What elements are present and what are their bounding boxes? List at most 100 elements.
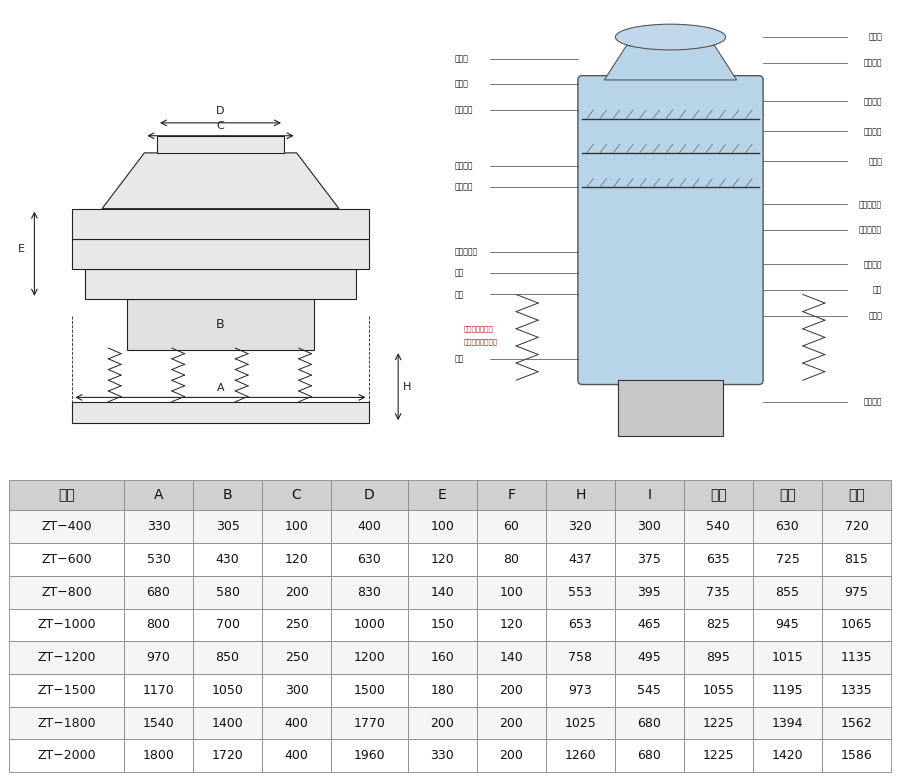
Text: 465: 465 [637,619,662,632]
Text: 545: 545 [637,684,662,697]
Bar [822,674,891,707]
Text: 150: 150 [430,619,454,632]
Text: 720: 720 [844,520,868,534]
Text: 1586: 1586 [841,750,872,762]
Text: 上部重锄: 上部重锄 [864,260,882,269]
Bar [331,641,408,674]
Text: 二层: 二层 [779,488,796,502]
Bar [9,608,124,641]
Text: 200: 200 [284,586,309,599]
Bar [822,641,891,674]
Text: 630: 630 [776,520,799,534]
Bar [615,674,684,707]
Bar [262,674,331,707]
Text: 筛网法兰: 筛网法兰 [864,127,882,136]
Bar [822,608,891,641]
Text: 1770: 1770 [354,717,385,729]
Text: 758: 758 [569,651,592,665]
Bar [9,543,124,576]
Text: ZT−600: ZT−600 [41,553,92,566]
Bar [408,641,477,674]
Text: 1225: 1225 [703,717,734,729]
Bar [9,510,124,543]
Bar [753,480,822,510]
Bar [331,608,408,641]
Bar [617,381,724,436]
Text: 400: 400 [357,520,382,534]
Text: 680: 680 [147,586,170,599]
Text: 635: 635 [706,553,730,566]
Bar [408,510,477,543]
Text: 中部框架: 中部框架 [454,161,472,170]
Text: 试机时去掉！！！: 试机时去掉！！！ [464,339,497,345]
Bar [753,576,822,608]
Text: 80: 80 [503,553,519,566]
Text: 800: 800 [147,619,171,632]
Text: 1135: 1135 [841,651,872,665]
Text: 320: 320 [569,520,592,534]
Bar [72,402,369,423]
Text: 1800: 1800 [142,750,175,762]
Text: 250: 250 [284,651,309,665]
Text: 200: 200 [500,717,523,729]
Text: E: E [18,244,25,254]
Text: 330: 330 [430,750,454,762]
Text: 1720: 1720 [212,750,244,762]
Text: B: B [223,488,232,502]
Text: C: C [292,488,302,502]
Bar [477,707,546,739]
Text: 1400: 1400 [212,717,244,729]
Text: B: B [216,318,225,331]
Bar [615,576,684,608]
Bar [262,543,331,576]
Bar [822,739,891,772]
Ellipse shape [616,24,725,50]
Text: 680: 680 [637,717,662,729]
Text: 540: 540 [706,520,731,534]
Text: 1170: 1170 [143,684,175,697]
Bar [477,674,546,707]
Bar [615,641,684,674]
Bar [124,608,194,641]
Text: H: H [402,381,410,392]
Text: 1394: 1394 [771,717,803,729]
Bar [9,739,124,772]
Bar [615,510,684,543]
Text: 120: 120 [500,619,523,632]
Text: A: A [217,383,224,393]
Bar [331,674,408,707]
Text: 线外重锄板: 线外重锄板 [860,225,882,235]
Text: 底部框架: 底部框架 [454,183,472,192]
Text: 495: 495 [637,651,662,665]
Bar [262,480,331,510]
Bar [124,739,194,772]
Bar [822,510,891,543]
Bar [262,707,331,739]
Text: 电动机: 电动机 [868,311,882,321]
Text: 1050: 1050 [212,684,244,697]
Text: 855: 855 [776,586,799,599]
Bar [194,608,262,641]
Bar [124,480,194,510]
Text: 防尘盖: 防尘盖 [454,54,468,63]
Text: 700: 700 [216,619,239,632]
Bar [477,576,546,608]
Text: 200: 200 [430,717,454,729]
Bar [546,608,615,641]
Bar [546,641,615,674]
Text: 945: 945 [776,619,799,632]
Text: 1025: 1025 [564,717,597,729]
Text: 运输用固定螺栓: 运输用固定螺栓 [464,325,493,332]
Text: 400: 400 [284,750,309,762]
Text: F: F [508,488,516,502]
Text: 辅助筛网: 辅助筛网 [864,58,882,67]
Polygon shape [102,153,339,208]
Bar [477,543,546,576]
Text: 60: 60 [503,520,519,534]
Bar [194,641,262,674]
Text: 250: 250 [284,619,309,632]
Bar [477,641,546,674]
Bar [546,576,615,608]
Text: 底座: 底座 [454,354,464,363]
Bar [684,707,753,739]
